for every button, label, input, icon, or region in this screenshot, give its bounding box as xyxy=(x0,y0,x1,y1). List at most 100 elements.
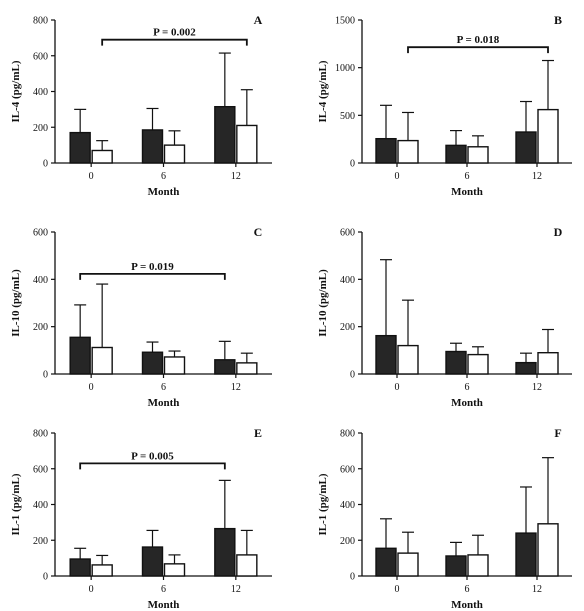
y-tick-label: 0 xyxy=(43,159,48,170)
bar-open xyxy=(397,552,419,577)
x-tick-label: 6 xyxy=(161,584,166,595)
x-tick-label: 12 xyxy=(231,584,241,595)
y-axis-title: IL-10 (pg/mL) xyxy=(10,269,22,337)
y-tick-label: 0 xyxy=(350,370,355,381)
y-tick-label: 400 xyxy=(33,87,48,98)
bar-open xyxy=(537,108,559,164)
bar-open xyxy=(467,146,489,164)
x-axis-title: Month xyxy=(451,599,483,611)
bar-open xyxy=(467,353,489,375)
y-axis-title: IL-1 (pg/mL) xyxy=(10,473,22,535)
panel-letter: C xyxy=(254,225,263,239)
bar-open xyxy=(91,149,113,164)
x-tick-label: 0 xyxy=(89,382,94,393)
y-tick-label: 600 xyxy=(340,464,355,475)
y-tick-label: 800 xyxy=(33,429,48,440)
y-axis-title: IL-10 (pg/mL) xyxy=(317,269,329,337)
bar-open xyxy=(537,523,559,577)
y-tick-label: 1500 xyxy=(335,16,355,27)
p-value-label: P = 0.019 xyxy=(131,261,174,273)
y-tick-label: 600 xyxy=(340,228,355,239)
x-axis-title: Month xyxy=(148,397,180,409)
bar-filled xyxy=(214,527,236,577)
bar-filled xyxy=(445,144,467,164)
bar-open xyxy=(91,346,113,375)
bar-filled xyxy=(375,334,397,375)
bar-filled xyxy=(515,131,537,164)
bar-filled xyxy=(69,336,91,375)
y-tick-label: 400 xyxy=(340,275,355,286)
y-tick-label: 0 xyxy=(43,572,48,583)
bar-filled xyxy=(141,129,164,164)
y-tick-label: 200 xyxy=(33,322,48,333)
x-tick-label: 6 xyxy=(161,171,166,182)
panel-b: 0 500 1000 1500 0 6 12 P = 0.018 B Month IL-4 (pg/… xyxy=(317,13,572,198)
bar-open xyxy=(397,139,419,164)
bar-open xyxy=(397,344,419,375)
p-value-label: P = 0.002 xyxy=(153,27,196,39)
y-tick-label: 0 xyxy=(350,572,355,583)
significance-bracket xyxy=(101,38,248,46)
y-tick-label: 600 xyxy=(33,51,48,62)
bar-filled xyxy=(515,361,537,375)
y-tick-label: 200 xyxy=(340,536,355,547)
x-tick-label: 0 xyxy=(395,584,400,595)
x-tick-label: 12 xyxy=(532,171,542,182)
bar-open xyxy=(236,362,258,375)
bar-open xyxy=(163,563,186,577)
significance-bracket xyxy=(407,46,549,54)
bar-filled xyxy=(69,131,91,164)
y-axis-title: IL-1 (pg/mL) xyxy=(317,473,329,535)
y-tick-label: 200 xyxy=(33,536,48,547)
y-axis-title: IL-4 (pg/mL) xyxy=(10,60,22,122)
bar-filled xyxy=(141,546,164,577)
panel-c: 0 200 400 600 0 6 12 P = 0.019 C Month IL-10 (pg/m… xyxy=(10,225,272,409)
bar-open xyxy=(163,144,186,164)
y-tick-label: 400 xyxy=(33,500,48,511)
y-tick-label: 200 xyxy=(33,123,48,134)
x-tick-label: 6 xyxy=(465,584,470,595)
bar-open xyxy=(537,352,559,375)
bar-filled xyxy=(375,547,397,577)
x-tick-label: 12 xyxy=(532,382,542,393)
p-value-label: P = 0.005 xyxy=(131,450,174,462)
x-tick-label: 6 xyxy=(161,382,166,393)
x-axis-title: Month xyxy=(148,186,180,198)
x-tick-label: 12 xyxy=(231,171,241,182)
panel-letter: D xyxy=(554,225,563,239)
x-axis-title: Month xyxy=(451,397,483,409)
panel-letter: F xyxy=(554,426,561,440)
panel-letter: B xyxy=(554,13,562,27)
bar-filled xyxy=(515,532,537,577)
bar-filled xyxy=(445,555,467,577)
bar-filled xyxy=(445,350,467,375)
y-tick-label: 400 xyxy=(33,275,48,286)
x-tick-label: 0 xyxy=(395,171,400,182)
bar-filled xyxy=(214,105,236,164)
panel-d: 0 200 400 600 0 6 12 D Month IL-10 (pg/mL) xyxy=(317,225,572,409)
panel-a: 0 200 400 600 800 0 6 12 P = 0.002 A Month IL-4 (pg… xyxy=(10,13,272,198)
bar-filled xyxy=(214,359,236,375)
y-axis-title: IL-4 (pg/mL) xyxy=(317,60,329,122)
x-tick-label: 0 xyxy=(89,584,94,595)
bar-open xyxy=(91,564,113,577)
significance-bracket xyxy=(79,462,226,470)
y-tick-label: 200 xyxy=(340,322,355,333)
y-tick-label: 600 xyxy=(33,228,48,239)
bar-open xyxy=(467,554,489,577)
x-tick-label: 0 xyxy=(89,171,94,182)
y-tick-label: 0 xyxy=(350,159,355,170)
panel-letter: A xyxy=(254,13,263,27)
p-value-label: P = 0.018 xyxy=(457,34,500,46)
bar-open xyxy=(236,554,258,577)
y-tick-label: 400 xyxy=(340,500,355,511)
y-tick-label: 1000 xyxy=(335,63,355,74)
bar-open xyxy=(236,124,258,164)
bar-open xyxy=(163,356,186,375)
bar-filled xyxy=(375,137,397,164)
x-axis-title: Month xyxy=(148,599,180,611)
panel-e: 0 200 400 600 800 0 6 12 P = 0.005 E Month IL-1 (pg… xyxy=(10,426,272,611)
y-tick-label: 800 xyxy=(340,429,355,440)
bar-filled xyxy=(141,351,164,375)
